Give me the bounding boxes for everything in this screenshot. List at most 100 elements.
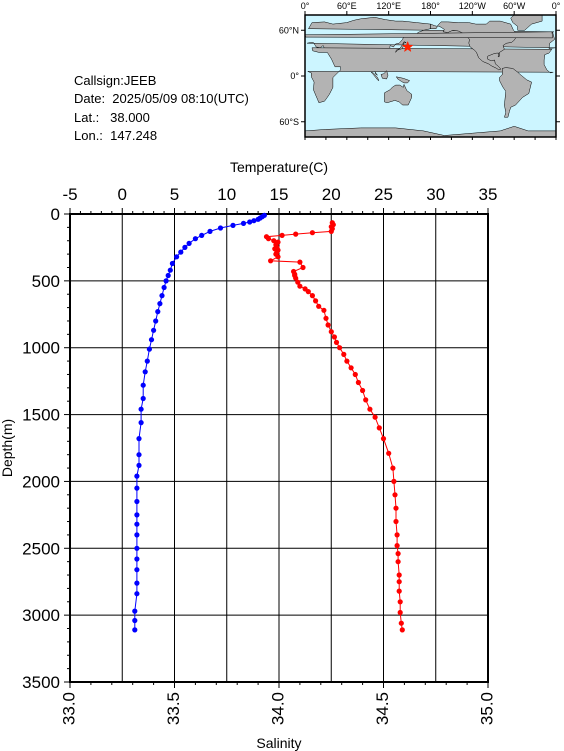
salinity-point [251, 218, 257, 224]
salinity-point [134, 545, 140, 551]
land-shape [510, 15, 543, 31]
salinity-point [230, 222, 236, 228]
temperature-point [293, 231, 299, 237]
land-shape [380, 70, 389, 80]
temperature-point [394, 543, 400, 549]
temperature-tick-label: -5 [62, 185, 77, 204]
temperature-point [331, 334, 337, 340]
callsign-text: Callsign:JEEB [74, 73, 157, 88]
depth-tick-label: 3000 [22, 606, 60, 625]
salinity-axis-label: Salinity [256, 735, 301, 751]
temperature-point [271, 238, 277, 244]
salinity-point [153, 318, 159, 324]
salinity-tick-label: 35.0 [477, 692, 496, 725]
temperature-point [393, 505, 399, 511]
temperature-point [297, 283, 303, 289]
temperature-point [321, 307, 327, 313]
salinity-point [159, 293, 165, 299]
salinity-point [169, 260, 175, 267]
salinity-point [217, 225, 224, 231]
temperature-point [341, 351, 347, 357]
salinity-point [157, 301, 163, 307]
salinity-tick-label: 34.5 [373, 692, 392, 725]
temperature-point [352, 371, 358, 378]
longitude-text: Lon.: 147.248 [74, 127, 158, 143]
salinity-point [134, 580, 140, 586]
temperature-point [395, 551, 401, 557]
salinity-point [134, 521, 140, 527]
salinity-point [174, 254, 180, 260]
map-lon-label: 120°E [376, 1, 401, 11]
temperature-point [393, 518, 399, 525]
temperature-point [305, 289, 311, 295]
temperature-point [328, 228, 334, 234]
temperature-point [367, 406, 373, 412]
temperature-point [392, 492, 398, 498]
map-lon-label: 0° [301, 1, 310, 11]
temperature-point [293, 275, 299, 281]
salinity-point [132, 627, 138, 633]
temperature-point [333, 339, 340, 345]
temperature-point [313, 298, 319, 304]
salinity-point [136, 452, 142, 458]
temperature-point [397, 599, 403, 605]
salinity-point [199, 232, 205, 238]
salinity-point [134, 532, 140, 538]
depth-tick-label: 3500 [22, 673, 60, 692]
temperature-point [396, 579, 402, 585]
temperature-point [309, 293, 315, 299]
depth-tick-label: 500 [32, 272, 60, 291]
temperature-tick-label: 30 [426, 185, 445, 204]
salinity-point [178, 249, 184, 255]
salinity-point [165, 272, 171, 279]
salinity-point [155, 309, 161, 315]
world-map-inset: 0° 60°E 120°E 180° 120°W 60°W 0° 60°N 0° 60°S [279, 1, 561, 140]
temperature-point [391, 478, 397, 484]
map-lat-label: 60°S [279, 117, 299, 127]
series-layer [132, 212, 405, 633]
salinity-point [138, 406, 144, 412]
salinity-point [138, 420, 144, 426]
temperature-tick-label: 10 [217, 185, 236, 204]
temperature-point [344, 358, 350, 364]
salinity-point [134, 512, 140, 518]
land-shape [499, 67, 532, 118]
temperature-point [386, 450, 392, 456]
temperature-point [398, 620, 404, 626]
temperature-point [396, 572, 402, 578]
temperature-series [263, 220, 405, 633]
temperature-point [395, 559, 401, 565]
map-lon-label: 60°W [503, 1, 526, 11]
salinity-tick-label: 33.5 [164, 692, 183, 725]
map-lat-label: 0° [290, 71, 299, 81]
salinity-profile-line [134, 214, 265, 630]
temperature-tick-label: 5 [170, 185, 179, 204]
salinity-point [142, 369, 148, 375]
temperature-point [360, 387, 366, 394]
depth-tick-label: 2000 [22, 472, 60, 491]
map-lon-label: 180° [421, 1, 440, 11]
depth-tick-label: 2500 [22, 539, 60, 558]
temperature-point [337, 345, 343, 351]
salinity-point [163, 278, 169, 284]
latitude-text: Lat.: 38.000 [74, 109, 150, 125]
salinity-point [136, 436, 142, 442]
salinity-point [207, 228, 213, 234]
salinity-point [140, 382, 146, 388]
land-shape [293, 49, 305, 73]
salinity-point [151, 327, 157, 333]
temperature-point [355, 379, 361, 386]
temperature-tick-label: 25 [374, 185, 393, 204]
land-shape [370, 71, 380, 82]
salinity-point [255, 216, 261, 222]
temperature-point [376, 425, 382, 431]
temperature-tick-label: 0 [118, 185, 127, 204]
temperature-point [300, 264, 306, 271]
temperature-tick-label: 15 [270, 185, 289, 204]
temperature-point [390, 465, 396, 471]
land-shape [298, 30, 305, 48]
station-marker-icon [401, 40, 414, 53]
salinity-point [146, 346, 152, 352]
map-land [293, 15, 556, 137]
